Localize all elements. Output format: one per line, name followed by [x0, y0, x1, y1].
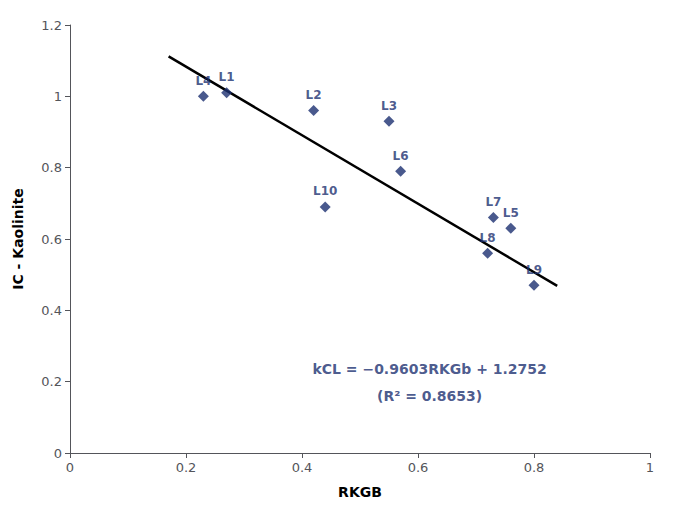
svg-text:L10: L10 [313, 184, 337, 198]
svg-text:0.4: 0.4 [41, 303, 62, 318]
svg-text:0.2: 0.2 [176, 460, 197, 475]
svg-text:0.8: 0.8 [524, 460, 545, 475]
svg-text:0: 0 [54, 446, 62, 461]
svg-text:1: 1 [646, 460, 654, 475]
svg-text:L6: L6 [393, 149, 409, 163]
svg-text:RKGB: RKGB [338, 484, 382, 500]
svg-text:0.6: 0.6 [41, 232, 62, 247]
svg-text:L8: L8 [480, 231, 496, 245]
svg-text:(R² = 0.8653): (R² = 0.8653) [377, 388, 482, 404]
svg-text:L1: L1 [219, 70, 235, 84]
svg-text:L5: L5 [503, 206, 519, 220]
svg-text:L9: L9 [526, 263, 542, 277]
svg-text:L7: L7 [485, 195, 501, 209]
svg-text:0: 0 [66, 460, 74, 475]
svg-text:0.6: 0.6 [408, 460, 429, 475]
svg-text:IC - Kaolinite: IC - Kaolinite [10, 188, 26, 290]
svg-text:L2: L2 [306, 88, 322, 102]
svg-text:L4: L4 [195, 74, 211, 88]
svg-text:0.4: 0.4 [292, 460, 313, 475]
svg-text:kCL = −0.9603RKGb + 1.2752: kCL = −0.9603RKGb + 1.2752 [312, 361, 546, 377]
svg-text:0.8: 0.8 [41, 160, 62, 175]
svg-text:1: 1 [54, 89, 62, 104]
svg-text:1.2: 1.2 [41, 18, 62, 33]
svg-text:L3: L3 [381, 99, 397, 113]
svg-text:0.2: 0.2 [41, 374, 62, 389]
